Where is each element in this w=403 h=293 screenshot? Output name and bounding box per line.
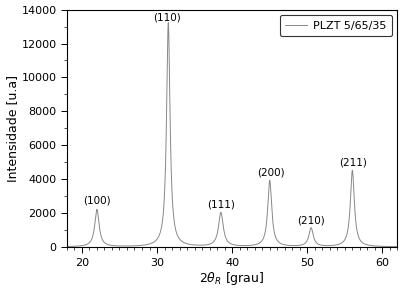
Line: PLZT 5/65/35: PLZT 5/65/35 xyxy=(67,23,397,247)
PLZT 5/65/35 xyxy=(81,243,86,247)
PLZT 5/65/35 xyxy=(310,228,314,231)
PLZT 5/65/35 xyxy=(395,245,400,248)
PLZT 5/65/35 xyxy=(327,244,332,247)
Text: (111): (111) xyxy=(207,200,235,210)
PLZT 5/65/35 xyxy=(64,245,69,248)
Legend: PLZT 5/65/35: PLZT 5/65/35 xyxy=(280,15,392,36)
PLZT 5/65/35 xyxy=(184,242,189,246)
Y-axis label: Intensidade [u.a]: Intensidade [u.a] xyxy=(6,75,19,182)
PLZT 5/65/35 xyxy=(274,238,279,242)
PLZT 5/65/35 xyxy=(260,238,265,242)
Text: (200): (200) xyxy=(258,168,285,178)
Text: (210): (210) xyxy=(297,215,325,225)
X-axis label: 2$\theta_R$ [grau]: 2$\theta_R$ [grau] xyxy=(199,270,265,287)
PLZT 5/65/35 xyxy=(166,21,171,24)
Text: (110): (110) xyxy=(153,12,181,22)
Text: (211): (211) xyxy=(339,157,367,168)
Text: (100): (100) xyxy=(83,196,111,206)
